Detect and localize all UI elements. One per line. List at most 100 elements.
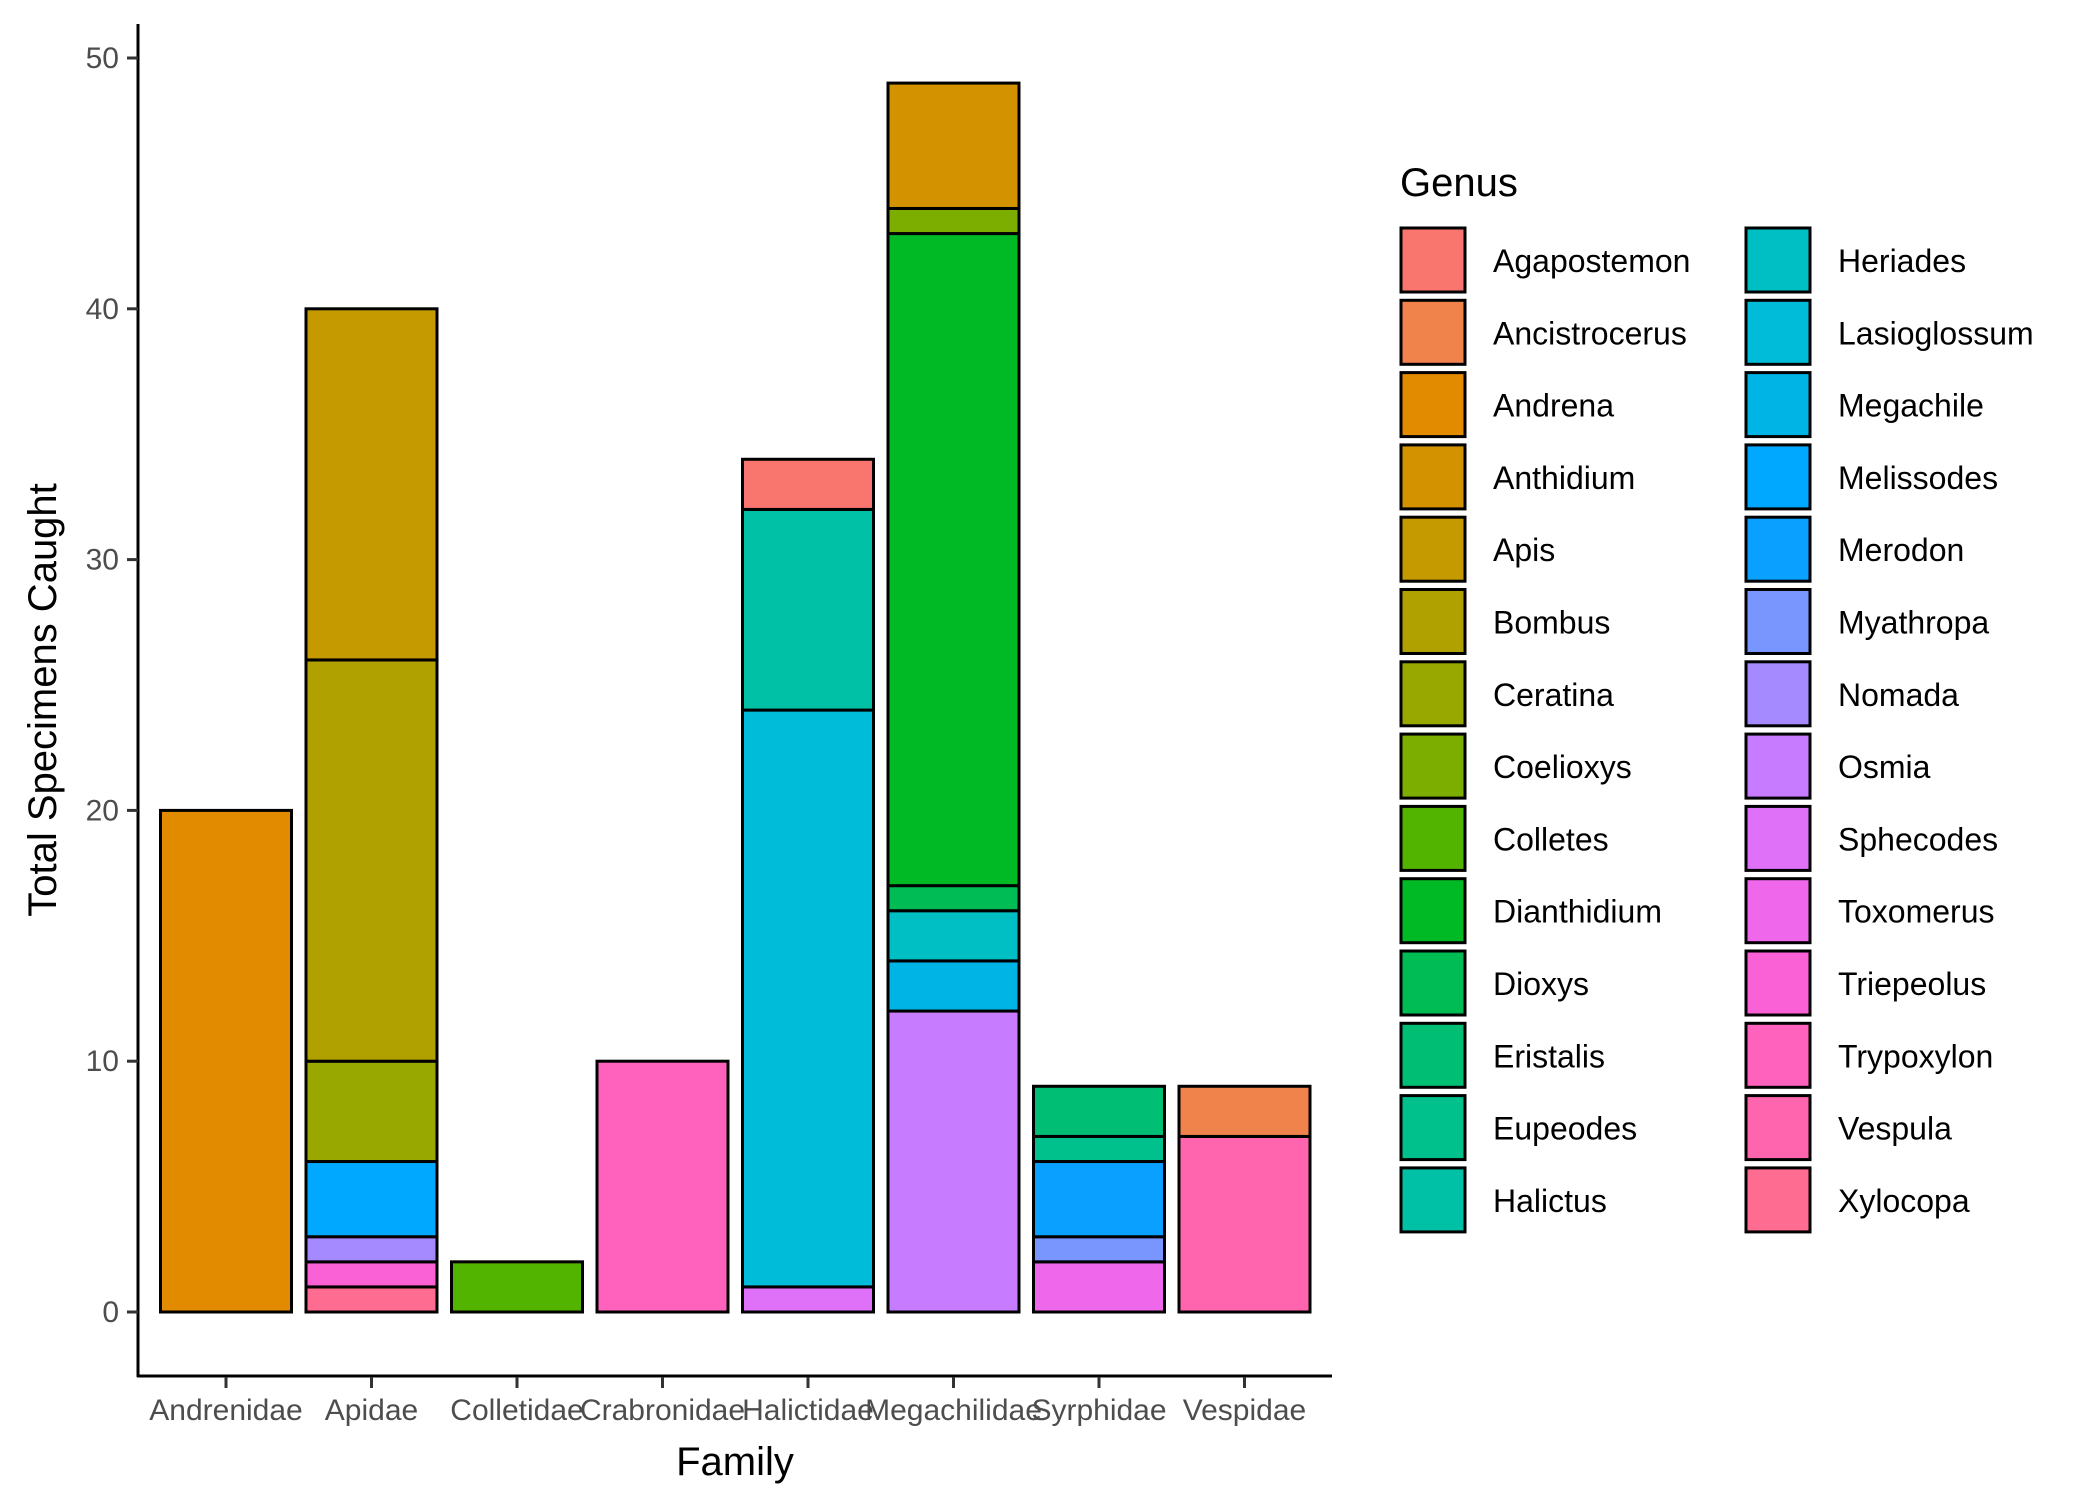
x-tick-label: Andrenidae [149,1394,302,1427]
bar-segment-vespidae-vespula [1177,1134,1312,1314]
x-tick-label: Crabronidae [580,1394,745,1427]
legend-item: Agapostemon [1399,226,1690,294]
x-tick-label: Apidae [325,1394,418,1427]
x-ticks: Andrenidae Apidae ColletidaeCrabronidaeHal… [149,1377,1306,1427]
legend-label: Heriades [1838,243,1966,279]
legend-label: Melissodes [1838,460,1998,496]
legend-key [1744,226,1812,294]
bar-segment-syrphidae-eristalis [1032,1084,1166,1138]
bar-stack-apidae [304,307,439,1314]
legend-item: Colletes [1399,804,1609,872]
bar-stack-vespidae [1177,1084,1312,1314]
bar-segment-megachilidae-megachile [886,959,1021,1013]
bar-segment-syrphidae-myathropa [1032,1235,1166,1264]
legend-label: Lasioglossum [1838,315,2034,351]
legend: Genus Agapostemon Ancistrocerus Andrena Ant… [1399,161,2034,1234]
legend-item: Merodon [1744,515,1964,583]
legend-label: Dianthidium [1493,894,1662,930]
legend-item: Ceratina [1399,660,1614,728]
legend-item: Megachile [1744,371,1984,439]
legend-title: Genus [1400,161,1518,205]
legend-label: Agapostemon [1493,243,1690,279]
legend-label: Xylocopa [1838,1183,1970,1219]
legend-label: Ancistrocerus [1493,315,1687,351]
legend-item: Triepeolus [1744,949,1986,1017]
legend-key [1744,804,1812,872]
axes-layer [136,24,1332,1378]
legend-label: Myathropa [1838,605,1989,641]
legend-key [1399,1166,1467,1234]
legend-label: Trypoxylon [1838,1038,1993,1074]
bar-segment-apidae-bombus [304,658,439,1063]
legend-key [1399,443,1467,511]
legend-key [1744,1166,1812,1234]
legend-key [1399,877,1467,945]
bar-segment-apidae-apis [304,307,439,662]
bar-segment-halictidae-halictus [741,507,875,712]
legend-key [1744,588,1812,655]
legend-key [1744,660,1812,728]
legend-item: Dianthidium [1399,877,1662,945]
bar-segment-apidae-triepeolus [304,1260,439,1289]
bar-segment-apidae-xylocopa [304,1285,439,1314]
legend-key [1744,732,1812,800]
legend-label: Toxomerus [1838,894,1995,930]
legend-label: Osmia [1838,749,1931,785]
legend-label: Eristalis [1493,1038,1605,1074]
legend-label: Coelioxys [1493,749,1632,785]
bar-segment-halictidae-lasioglossum [741,708,875,1289]
legend-item: Sphecodes [1744,804,1998,872]
bar-segment-syrphidae-toxomerus [1032,1260,1166,1314]
legend-label: Apis [1493,532,1555,568]
bar-stack-colletidae [450,1260,584,1314]
legend-key [1744,1094,1812,1162]
legend-label: Andrena [1493,388,1614,424]
bar-stack-syrphidae [1032,1084,1166,1314]
legend-item: Toxomerus [1744,877,1995,945]
legend-item: Bombus [1399,588,1610,655]
bar-segment-halictidae-sphecodes [741,1285,875,1314]
x-tick-label: Megachilidae [865,1394,1042,1427]
bar-stack-megachilidae [886,81,1021,1314]
y-tick-label: 40 [86,293,119,326]
legend-item: Vespula [1744,1094,1952,1162]
legend-label: Nomada [1838,677,1959,713]
legend-key [1399,1094,1467,1162]
bar-segment-syrphidae-eupeodes [1032,1134,1166,1164]
legend-key [1399,804,1467,872]
legend-label: Halictus [1493,1183,1607,1219]
legend-item: Trypoxylon [1744,1021,1993,1089]
legend-key [1399,515,1467,583]
bar-stack-andrenidae [159,808,293,1314]
legend-key [1399,660,1467,728]
x-tick-label: Halictidae [742,1394,874,1427]
bars-layer [159,81,1312,1314]
legend-item: Lasioglossum [1744,298,2034,366]
legend-key [1399,1021,1467,1089]
legend-label: Ceratina [1493,677,1614,713]
y-tick-label: 20 [86,794,119,827]
legend-key [1744,877,1812,945]
legend-label: Anthidium [1493,460,1635,496]
bar-segment-crabronidae-trypoxylon [595,1059,730,1314]
legend-key [1399,371,1467,439]
legend-key [1744,298,1812,366]
legend-label: Sphecodes [1838,821,1998,857]
bar-segment-vespidae-ancistrocerus [1177,1084,1312,1138]
legend-item: Andrena [1399,371,1614,439]
legend-key [1399,732,1467,800]
legend-label: Colletes [1493,821,1609,857]
legend-item: Ancistrocerus [1399,298,1687,366]
legend-key [1744,949,1812,1017]
y-tick-label: 50 [86,42,119,75]
legend-item: Eupeodes [1399,1094,1637,1162]
legend-label: Merodon [1838,532,1964,568]
legend-key [1399,949,1467,1017]
x-tick-label: Colletidae [450,1394,583,1427]
legend-item: Nomada [1744,660,1959,728]
y-tick-label: 0 [102,1296,119,1329]
bar-segment-syrphidae-merodon [1032,1160,1166,1239]
legend-key [1399,298,1467,366]
